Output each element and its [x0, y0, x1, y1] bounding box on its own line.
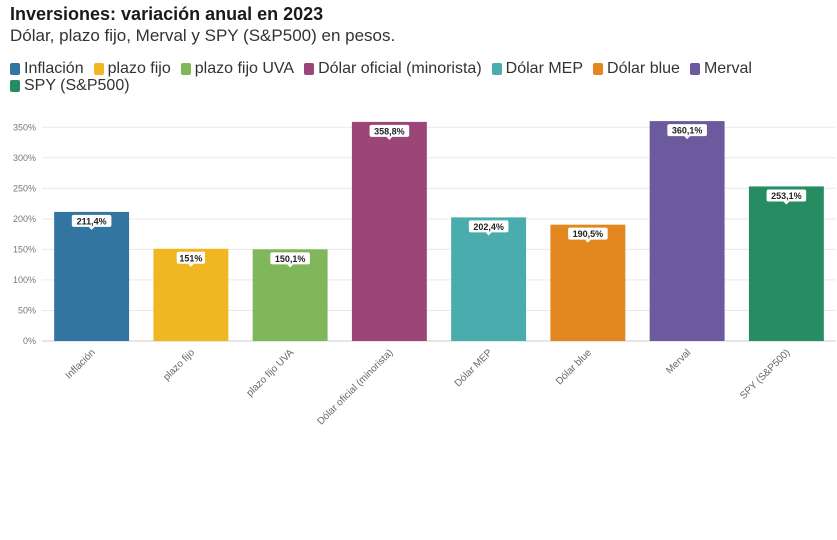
data-label-background [766, 189, 807, 202]
data-label-text: 358,8% [374, 126, 405, 136]
data-label-background [667, 124, 707, 137]
legend-swatch [304, 62, 315, 75]
data-label-text: 211,4% [77, 216, 107, 226]
legend-item-plazo-fijo-uva: plazo fijo UVA [180, 60, 295, 77]
bar-dolar-mep [451, 217, 527, 341]
legend-label: plazo fijo [107, 60, 171, 77]
bar-dolar-blue [550, 224, 626, 341]
data-label-text: 360,1% [672, 126, 703, 136]
x-tick-label-plazo-fijo-uva: plazo fijo UVA [245, 347, 297, 399]
x-tick-label-merval: Merval [664, 347, 693, 376]
chart-legend: Inflación plazo fijo plazo fijo UVA Dólar o… [10, 60, 830, 94]
y-tick-label: 300% [13, 153, 36, 163]
legend-item-spy-s-p500: SPY (S&P500) [10, 77, 130, 94]
data-label-pointer [187, 263, 194, 267]
legend-item-inflacion: Inflación [10, 60, 84, 77]
legend-item-plazo-fijo: plazo fijo [93, 60, 171, 77]
data-label-background [71, 214, 112, 227]
bar-dolar-oficial-minorista [351, 121, 427, 342]
data-label-pointer [684, 136, 691, 140]
legend-label: Dólar oficial (minorista) [318, 60, 482, 77]
data-label-pointer [783, 201, 790, 205]
x-tick-label-dolar-mep: Dólar MEP [453, 347, 495, 389]
legend-swatch [689, 62, 700, 75]
data-label-background [176, 251, 206, 264]
y-axis-ticks: 0% 50% 100% 150% 200% 250% 300% 350% [13, 122, 36, 346]
data-labels: 211,4% 151% 150,1% 358,8% 202,4% 190,5% 360,1%… [71, 124, 807, 268]
y-tick-label: 100% [13, 275, 36, 285]
data-label-pointer [485, 232, 492, 236]
legend-label: Dólar blue [607, 60, 680, 77]
y-tick-label: 50% [18, 305, 36, 315]
bar-spy-s-p500 [748, 186, 824, 341]
legend-label: Merval [703, 60, 752, 77]
data-label-spy-s-p500: 253,1% [766, 189, 807, 205]
data-label-text: 202,4% [473, 222, 504, 232]
legend-item-dolar-blue: Dólar blue [593, 60, 680, 77]
data-label-pointer [287, 264, 294, 268]
legend-label: plazo fijo UVA [194, 60, 295, 77]
data-label-background [568, 227, 608, 240]
y-tick-label: 250% [13, 183, 36, 193]
y-tick-label: 150% [13, 244, 36, 254]
legend-item-dolar-oficial-minorista: Dólar oficial (minorista) [304, 60, 482, 77]
legend-swatch [10, 62, 20, 75]
data-label-pointer [584, 239, 591, 243]
y-tick-label: 350% [13, 122, 36, 132]
legend-label: Dólar MEP [505, 60, 584, 77]
data-label-background [468, 220, 509, 233]
y-tick-label: 200% [13, 214, 36, 224]
data-label-pointer [88, 226, 95, 230]
data-label-text: 253,1% [771, 191, 802, 201]
x-tick-label-dolar-blue: Dólar blue [554, 347, 594, 387]
bars [54, 121, 824, 342]
x-axis-labels: Inflación plazo fijo plazo fijo UVA Dólar o… [64, 347, 793, 427]
x-tick-label-dolar-oficial-minorista: Dólar oficial (minorista) [315, 347, 395, 427]
data-label-plazo-fijo-uva: 150,1% [270, 252, 310, 268]
bar-inflacion [54, 211, 130, 341]
x-tick-label-inflacion: Inflación [64, 347, 98, 381]
bar-merval [649, 121, 725, 341]
chart-subtitle: Dólar, plazo fijo, Merval y SPY (S&P500)… [10, 26, 396, 45]
data-label-background [270, 252, 310, 265]
legend-swatch [593, 62, 604, 75]
legend-item-dolar-mep: Dólar MEP [491, 60, 584, 77]
legend-swatch [93, 62, 104, 75]
y-tick-label: 0% [23, 336, 36, 346]
data-label-text: 151% [179, 253, 202, 263]
data-label-dolar-mep: 202,4% [468, 220, 509, 236]
legend-item-merval: Merval [689, 60, 752, 77]
data-label-text: 150,1% [275, 254, 306, 264]
x-tick-label-spy-s-p500: SPY (S&P500) [738, 347, 792, 401]
data-label-inflacion: 211,4% [71, 214, 112, 230]
data-label-merval: 360,1% [667, 124, 707, 140]
data-label-dolar-blue: 190,5% [568, 227, 608, 243]
legend-swatch [10, 79, 20, 92]
x-tick-label-plazo-fijo: plazo fijo [161, 347, 197, 383]
data-label-plazo-fijo: 151% [176, 251, 206, 267]
data-label-dolar-oficial-minorista: 358,8% [369, 124, 410, 140]
data-label-text: 190,5% [573, 229, 604, 239]
legend-label: SPY (S&P500) [24, 77, 130, 94]
data-label-pointer [386, 136, 393, 140]
chart-title: Inversiones: variación anual en 2023 [10, 4, 324, 24]
legend-label: Inflación [24, 60, 84, 77]
legend-swatch [180, 62, 191, 75]
legend-swatch [491, 62, 502, 75]
data-label-background [369, 124, 410, 137]
